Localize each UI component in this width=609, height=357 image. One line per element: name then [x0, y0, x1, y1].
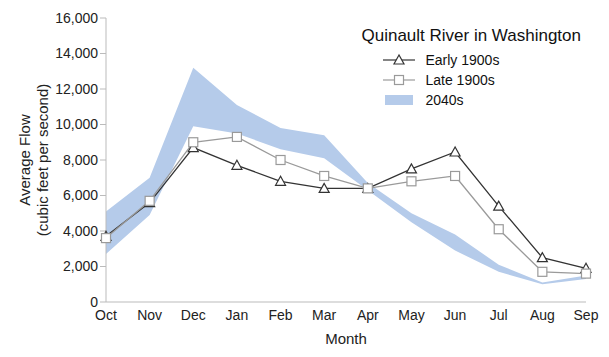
- svg-text:Jan: Jan: [226, 307, 249, 323]
- svg-text:10,000: 10,000: [55, 116, 98, 132]
- svg-text:16,000: 16,000: [55, 10, 98, 26]
- svg-text:14,000: 14,000: [55, 45, 98, 61]
- html-text:Quinault River in Washington: Quinault River in Washington: [361, 26, 581, 45]
- svg-text:0: 0: [90, 294, 98, 310]
- svg-text:Aug: Aug: [530, 307, 555, 323]
- svg-text:Jun: Jun: [444, 307, 467, 323]
- html-text:Late 1900s: Late 1900s: [425, 72, 495, 88]
- svg-text:12,000: 12,000: [55, 81, 98, 97]
- svg-text:Jul: Jul: [490, 307, 508, 323]
- svg-text:Month: Month: [325, 330, 367, 347]
- svg-text:Oct: Oct: [95, 307, 117, 323]
- svg-text:Mar: Mar: [312, 307, 336, 323]
- html-text:2040s: 2040s: [425, 92, 464, 108]
- svg-text:Nov: Nov: [137, 307, 162, 323]
- svg-text:Average Flow(cubic feet per se: Average Flow(cubic feet per second): [16, 84, 51, 237]
- svg-text:4,000: 4,000: [63, 223, 98, 239]
- svg-text:May: May: [398, 307, 424, 323]
- svg-text:Sep: Sep: [574, 307, 599, 323]
- svg-text:6,000: 6,000: [63, 187, 98, 203]
- svg-text:Dec: Dec: [181, 307, 206, 323]
- html-text:Early 1900s: Early 1900s: [425, 52, 500, 68]
- svg-text:8,000: 8,000: [63, 152, 98, 168]
- svg-text:Apr: Apr: [357, 307, 379, 323]
- svg-text:Feb: Feb: [268, 307, 292, 323]
- svg-text:2,000: 2,000: [63, 258, 98, 274]
